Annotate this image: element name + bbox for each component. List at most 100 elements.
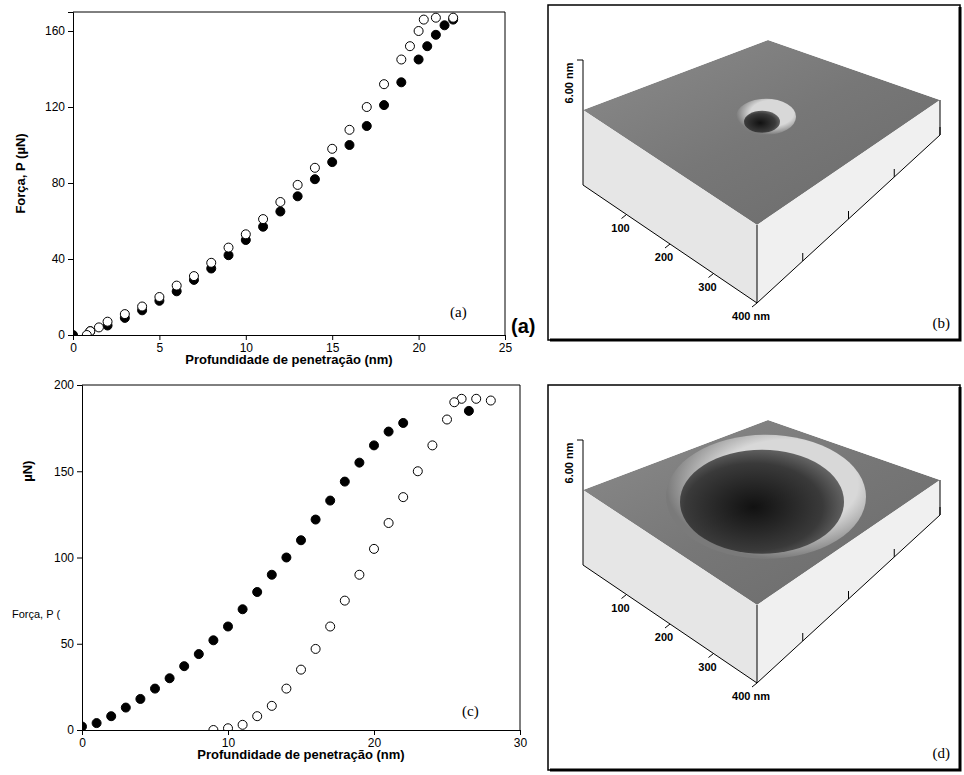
point bbox=[370, 441, 379, 450]
point bbox=[73, 331, 78, 336]
y-tick: 80 bbox=[52, 176, 73, 190]
point bbox=[253, 712, 262, 721]
tick-label: 100 bbox=[611, 222, 629, 234]
tick-mark bbox=[940, 507, 941, 515]
axis-line bbox=[74, 336, 506, 341]
y-tick: 0 bbox=[67, 723, 82, 737]
point bbox=[311, 644, 320, 653]
tick-mark bbox=[894, 169, 895, 177]
tick-label: 200 bbox=[655, 631, 673, 643]
tick-mark bbox=[802, 633, 803, 641]
tick-mark bbox=[752, 303, 757, 307]
x-tick: 5 bbox=[157, 335, 164, 355]
afm-image: 6.00 nm100200300400 nm(d) bbox=[548, 385, 960, 770]
tick-mark bbox=[665, 244, 670, 248]
tick-label: 160 bbox=[45, 24, 65, 38]
x-tick: 25 bbox=[499, 335, 513, 355]
tick-mark bbox=[622, 595, 627, 599]
image-frame-shadow bbox=[550, 7, 960, 340]
axis-line bbox=[940, 480, 941, 515]
series bbox=[82, 406, 473, 730]
axis-line bbox=[68, 13, 74, 336]
tick-mark bbox=[752, 683, 757, 687]
tick-mark bbox=[665, 624, 670, 628]
point bbox=[449, 13, 458, 22]
surface bbox=[583, 40, 940, 225]
point bbox=[121, 703, 130, 712]
point bbox=[370, 544, 379, 553]
surface bbox=[583, 420, 940, 605]
tick-label: 300 bbox=[698, 661, 716, 673]
tick-label: 100 bbox=[611, 602, 629, 614]
axis-line bbox=[757, 605, 758, 683]
tick-label: 25 bbox=[499, 341, 513, 355]
y-tick: 160 bbox=[45, 24, 73, 38]
point bbox=[207, 258, 216, 267]
point bbox=[165, 674, 174, 683]
tick-label: 80 bbox=[52, 176, 66, 190]
tick-label: 0 bbox=[79, 736, 86, 750]
point bbox=[238, 720, 247, 729]
point bbox=[362, 122, 371, 131]
point bbox=[194, 650, 203, 659]
y-axis-title: µN) bbox=[20, 461, 35, 482]
tick-mark bbox=[68, 335, 73, 336]
panel-label: (b) bbox=[933, 315, 951, 332]
y-tick: 100 bbox=[54, 551, 82, 565]
tick-label: 40 bbox=[52, 252, 66, 266]
tick-mark bbox=[228, 730, 229, 735]
axis-line bbox=[77, 386, 83, 731]
tick-mark bbox=[68, 31, 73, 32]
point bbox=[399, 493, 408, 502]
tick-mark bbox=[802, 253, 803, 261]
point bbox=[180, 662, 189, 671]
point bbox=[380, 80, 389, 89]
point bbox=[293, 192, 302, 201]
point bbox=[440, 21, 449, 30]
point bbox=[326, 622, 335, 631]
series bbox=[82, 13, 457, 335]
y-axis: 050100150200 bbox=[54, 378, 83, 737]
tick-mark bbox=[848, 211, 849, 219]
tick-mark bbox=[505, 335, 506, 340]
point bbox=[224, 243, 233, 252]
point bbox=[384, 519, 393, 528]
point bbox=[310, 175, 319, 184]
tick-mark bbox=[68, 259, 73, 260]
series bbox=[73, 15, 458, 335]
figure: 051015202504080120160Profundidade de pen… bbox=[0, 0, 964, 775]
point bbox=[282, 684, 291, 693]
tick-mark bbox=[246, 335, 247, 340]
tick-label: 20 bbox=[412, 341, 426, 355]
y-axis-title: Força, P (µN) bbox=[13, 133, 28, 213]
tick-label: 120 bbox=[45, 100, 65, 114]
y-tick: 120 bbox=[45, 100, 73, 114]
point bbox=[107, 712, 116, 721]
z-axis bbox=[583, 440, 584, 490]
y-tick: 50 bbox=[61, 637, 82, 651]
panel-label: (c) bbox=[462, 703, 479, 720]
tick-label: 200 bbox=[54, 378, 74, 392]
point bbox=[355, 458, 364, 467]
series bbox=[209, 394, 495, 730]
panel-label: (a) bbox=[450, 304, 467, 321]
point bbox=[209, 636, 218, 645]
point bbox=[259, 215, 268, 224]
image-frame bbox=[548, 385, 960, 770]
annotation: Força, P ( bbox=[12, 608, 60, 620]
tick-mark bbox=[709, 274, 714, 278]
point bbox=[355, 570, 364, 579]
point bbox=[397, 55, 406, 64]
point bbox=[189, 272, 198, 281]
x-tick: 0 bbox=[79, 730, 86, 750]
point bbox=[293, 180, 302, 189]
point bbox=[172, 281, 181, 290]
z-tick bbox=[577, 440, 583, 441]
axis-line bbox=[583, 565, 757, 683]
tick-mark bbox=[374, 730, 375, 735]
tick-mark bbox=[68, 183, 73, 184]
point bbox=[340, 596, 349, 605]
axis-line bbox=[757, 135, 940, 303]
tick-mark bbox=[709, 654, 714, 658]
plot-area bbox=[73, 13, 458, 335]
